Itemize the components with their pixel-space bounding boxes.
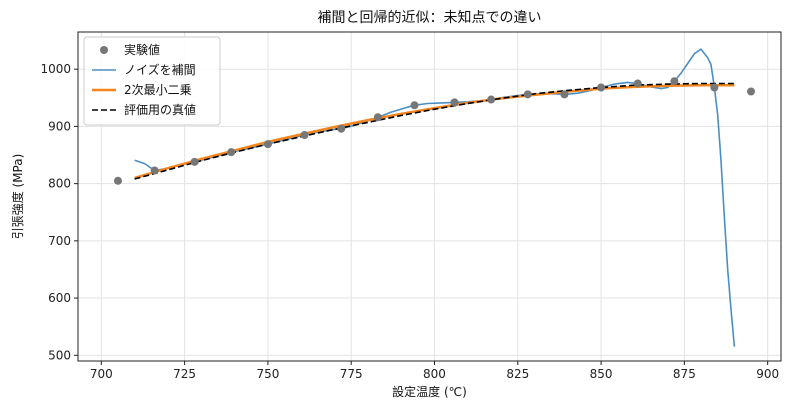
x-tick-label: 800	[423, 367, 446, 381]
legend-label: 2次最小二乗	[124, 83, 192, 97]
data-point	[450, 98, 459, 107]
x-tick-label: 775	[340, 367, 363, 381]
y-tick-label: 500	[48, 348, 71, 362]
y-tick-label: 900	[48, 119, 71, 133]
data-point	[337, 124, 346, 133]
legend-box	[83, 36, 221, 126]
y-tick-label: 600	[48, 291, 71, 305]
grid	[78, 32, 781, 361]
legend-marker	[100, 46, 108, 54]
data-point	[560, 90, 569, 99]
data-point	[633, 79, 642, 88]
x-tick-label: 825	[506, 367, 529, 381]
x-tick-label: 750	[256, 367, 279, 381]
x-tick-label: 850	[590, 367, 613, 381]
y-tick-label: 800	[48, 177, 71, 191]
data-point	[487, 95, 496, 104]
data-point	[190, 157, 199, 166]
y-axis: 500 600 700 800 900 1000	[40, 62, 78, 362]
x-tick-label: 725	[173, 367, 196, 381]
data-point	[410, 101, 419, 110]
plot-frame	[77, 31, 782, 362]
plot-area	[113, 48, 756, 347]
data-point	[670, 77, 679, 86]
y-tick-label: 1000	[40, 62, 71, 76]
data-point	[113, 176, 122, 185]
x-tick-label: 875	[673, 367, 696, 381]
data-point	[227, 148, 236, 157]
data-point	[150, 166, 159, 175]
data-point	[710, 83, 719, 92]
data-point	[523, 90, 532, 99]
chart-title: 補間と回帰的近似：未知点での違い	[318, 9, 542, 26]
y-axis-title: 引張強度 (MPa)	[10, 154, 25, 240]
legend-label: 評価用の真値	[124, 102, 196, 117]
legend-label: 実験値	[124, 42, 160, 57]
y-tick-label: 700	[48, 234, 71, 248]
legend-label: ノイズを補間	[124, 62, 196, 77]
data-point	[597, 83, 606, 92]
data-point	[263, 140, 272, 149]
data-point	[300, 130, 309, 139]
x-tick-label: 900	[756, 367, 779, 381]
x-axis-title: 設定温度 (℃)	[392, 384, 467, 399]
x-tick-label: 700	[90, 367, 113, 381]
series-points-experimental	[113, 77, 756, 185]
x-axis: 700 725 750 775 800 825 850 875 900	[90, 361, 779, 381]
data-point	[747, 87, 756, 96]
data-point	[373, 113, 382, 122]
